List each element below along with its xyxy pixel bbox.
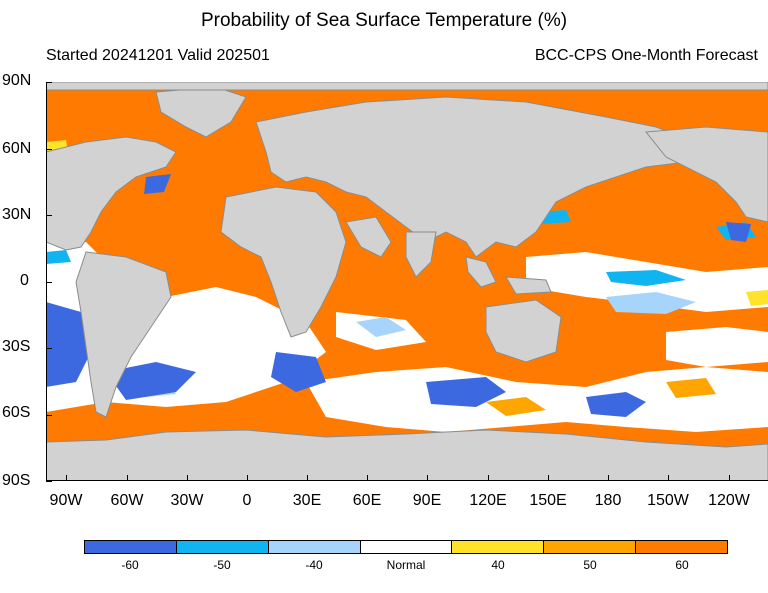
colorbar-cell-below-40: [268, 541, 361, 553]
lon-tick: [66, 475, 67, 481]
lon-label-90w: 90W: [49, 492, 83, 509]
lat-tick: [46, 148, 52, 150]
colorbar-cell-below-60: [85, 541, 177, 553]
lat-label-0: 0: [20, 272, 29, 289]
lon-tick: [548, 475, 549, 481]
lon-label-30w: 30W: [170, 492, 204, 509]
lon-label-120w: 120W: [708, 492, 750, 509]
lon-tick: [729, 475, 730, 481]
colorbar-label: 40: [491, 558, 505, 572]
lon-tick: [427, 475, 428, 481]
lon-tick: [668, 475, 669, 481]
lon-label-30e: 30E: [292, 492, 322, 509]
lat-tick: [46, 348, 52, 349]
lon-tick: [127, 475, 128, 481]
colorbar-cell-below-50: [176, 541, 269, 553]
lat-label-30n: 30N: [2, 206, 32, 223]
lat-tick: [46, 414, 52, 416]
lon-tick: [187, 475, 188, 481]
lon-label-60e: 60E: [352, 492, 382, 509]
model-name: BCC-CPS One-Month Forecast: [534, 47, 758, 64]
lat-label-60s: 60S: [2, 404, 31, 421]
colorbar: [84, 540, 728, 554]
lon-tick: [247, 475, 248, 481]
lon-label-90e: 90E: [412, 492, 442, 509]
lat-tick: [46, 82, 52, 83]
below-normal-60-regions: [46, 174, 751, 417]
colorbar-label: -40: [305, 558, 323, 572]
lon-tick: [307, 475, 308, 481]
lon-label-150w: 150W: [647, 492, 689, 509]
lat-label-90n: 90N: [2, 72, 32, 89]
map-canvas: [46, 82, 768, 481]
colorbar-cell-normal: [360, 541, 453, 553]
colorbar-label: -60: [121, 558, 139, 572]
colorbar-label: 60: [675, 558, 689, 572]
colorbar-label: 50: [583, 558, 597, 572]
land-masses: [46, 82, 768, 481]
colorbar-cell-above-50: [544, 541, 637, 553]
lon-tick: [488, 475, 489, 481]
lon-label-180: 180: [594, 492, 622, 509]
lon-label-0: 0: [242, 492, 252, 509]
lat-label-60n: 60N: [2, 140, 32, 157]
lon-tick: [367, 475, 368, 481]
colorbar-cell-above-40: [452, 541, 545, 553]
lat-label-90s: 90S: [2, 472, 31, 489]
colorbar-label: -50: [213, 558, 231, 572]
lon-label-150e: 150E: [529, 492, 567, 509]
lon-label-120e: 120E: [469, 492, 507, 509]
lat-label-30s: 30S: [2, 338, 31, 355]
forecast-dates: Started 20241201 Valid 202501: [46, 47, 270, 64]
lat-tick: [46, 481, 52, 482]
lon-label-60w: 60W: [110, 492, 144, 509]
lat-tick: [46, 215, 52, 216]
lat-tick: [46, 281, 52, 283]
colorbar-cell-above-60: [636, 541, 728, 553]
sst-probability-map: [46, 82, 768, 481]
lon-tick: [608, 475, 609, 481]
colorbar-label: Normal: [386, 558, 426, 572]
map-title: Probability of Sea Surface Temperature (…: [200, 10, 568, 31]
